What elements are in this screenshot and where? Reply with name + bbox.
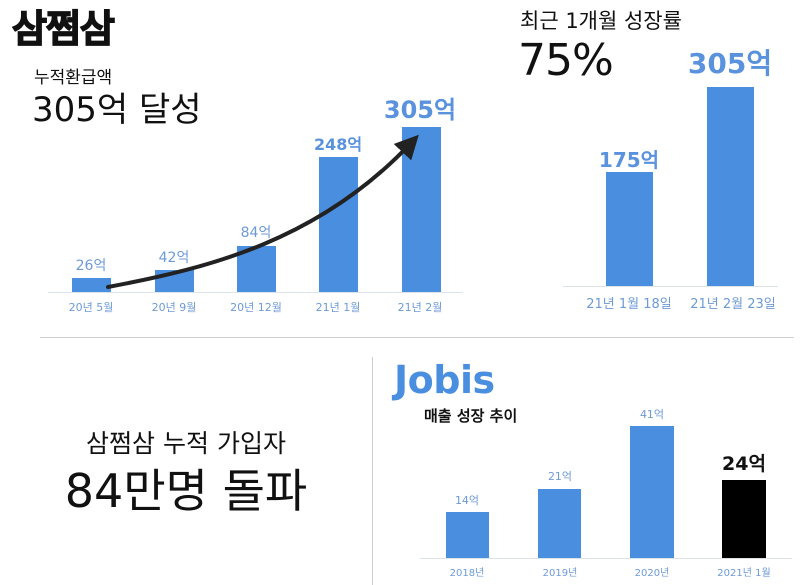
jobis-subtitle: 매출 성장 추이 xyxy=(424,407,518,425)
refund-subtitle: 누적환급액 xyxy=(34,68,113,88)
jobis-xlabel-4: 2021년 1월 xyxy=(717,568,771,579)
jobis-bar-3 xyxy=(630,426,674,558)
refund-xlabel-4: 21년 1월 xyxy=(315,301,361,314)
refund-xlabel-3: 20년 12월 xyxy=(230,301,282,314)
users-title: 삼쩜삼 누적 가입자 xyxy=(86,429,286,458)
refund-bar-5 xyxy=(402,127,441,292)
refund-bar-1 xyxy=(72,278,111,292)
refund-value-5: 305억 xyxy=(383,96,457,124)
users-headline: 84만명 돌파 xyxy=(64,464,308,518)
refund-xlabel-2: 20년 9월 xyxy=(151,301,197,314)
jobis-chart-baseline xyxy=(420,558,792,559)
jobis-xlabel-3: 2020년 xyxy=(634,568,670,579)
jobis-value-1: 14억 xyxy=(454,494,480,507)
refund-value-3: 84억 xyxy=(240,225,272,241)
growth-value-1: 175억 xyxy=(598,148,660,172)
brand-title: 삼쩜삼 xyxy=(11,6,115,52)
refund-bar-4 xyxy=(319,157,358,292)
growth-bar-2 xyxy=(707,87,754,286)
jobis-value-3: 41억 xyxy=(639,408,665,421)
growth-value-2: 305억 xyxy=(687,47,773,80)
jobis-bar-2 xyxy=(538,489,581,558)
refund-xlabel-1: 20년 5월 xyxy=(68,301,114,314)
growth-xlabel-2: 21년 2월 23일 xyxy=(690,297,776,312)
refund-xlabel-5: 21년 2월 xyxy=(397,301,443,314)
vertical-divider xyxy=(372,357,373,585)
growth-chart-baseline xyxy=(563,286,778,287)
refund-bar-3 xyxy=(237,246,276,292)
growth-headline: 75% xyxy=(518,35,614,86)
jobis-value-4: 24억 xyxy=(722,453,766,475)
refund-chart-baseline xyxy=(48,292,463,293)
refund-headline: 305억 달성 xyxy=(32,90,202,130)
horizontal-divider xyxy=(40,337,794,338)
jobis-logo: Jobis xyxy=(394,358,495,402)
jobis-value-2: 21억 xyxy=(547,470,573,483)
growth-bar-1 xyxy=(606,172,653,286)
growth-xlabel-1: 21년 1월 18일 xyxy=(586,297,672,312)
refund-value-4: 248억 xyxy=(313,135,363,154)
refund-value-2: 42억 xyxy=(158,250,190,266)
growth-subtitle: 최근 1개월 성장률 xyxy=(520,9,682,33)
jobis-bar-4 xyxy=(722,480,766,558)
refund-bar-2 xyxy=(155,270,194,292)
refund-value-1: 26억 xyxy=(75,258,107,274)
jobis-bar-1 xyxy=(446,512,489,558)
jobis-xlabel-2: 2019년 xyxy=(542,568,578,579)
jobis-xlabel-1: 2018년 xyxy=(449,568,485,579)
